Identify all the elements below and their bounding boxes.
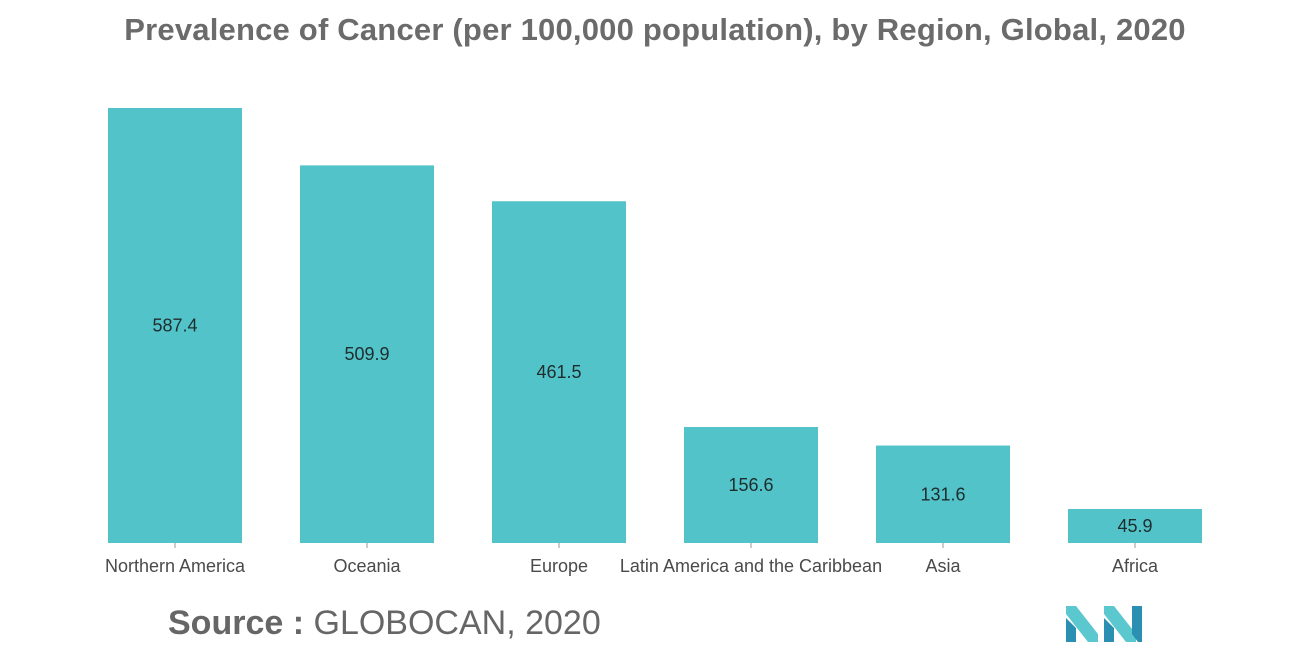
data-label: 587.4 bbox=[152, 316, 197, 336]
bars-group: 587.4 Northern America 509.9 Oceania 461.5 Eu… bbox=[105, 108, 1202, 576]
x-tick-label: Latin America and the Caribbean bbox=[620, 556, 882, 576]
chart-title: Prevalence of Cancer (per 100,000 popula… bbox=[124, 12, 1186, 47]
bar-chart: 587.4 Northern America 509.9 Oceania 461.5 Eu… bbox=[105, 108, 1202, 576]
logo-right-shape bbox=[1104, 606, 1136, 642]
data-label: 509.9 bbox=[344, 344, 389, 364]
x-tick-label: Africa bbox=[1112, 556, 1159, 576]
logo-mid-bar bbox=[1104, 618, 1114, 642]
source-note: Source : GLOBOCAN, 2020 bbox=[168, 604, 601, 643]
source-value: GLOBOCAN, 2020 bbox=[313, 604, 601, 642]
bar-europe bbox=[492, 201, 626, 543]
data-label: 131.6 bbox=[920, 484, 965, 504]
x-tick-label: Northern America bbox=[105, 556, 246, 576]
data-label: 461.5 bbox=[536, 362, 581, 382]
data-label: 45.9 bbox=[1117, 516, 1152, 536]
bar-africa bbox=[1068, 509, 1202, 543]
source-label: Source : bbox=[168, 604, 305, 642]
x-tick-label: Oceania bbox=[333, 556, 401, 576]
bar-northern-america bbox=[108, 108, 242, 543]
bar-asia bbox=[876, 445, 1010, 543]
mordor-intelligence-logo bbox=[1066, 606, 1142, 642]
x-tick-label: Europe bbox=[530, 556, 588, 576]
bar-latin-america-and-the-caribbean bbox=[684, 427, 818, 543]
logo-left-shape bbox=[1066, 606, 1098, 642]
logo-right-bar bbox=[1132, 606, 1142, 642]
data-label: 156.6 bbox=[728, 475, 773, 495]
logo-left-bar bbox=[1066, 618, 1076, 642]
bar-oceania bbox=[300, 165, 434, 543]
x-tick-label: Asia bbox=[925, 556, 961, 576]
